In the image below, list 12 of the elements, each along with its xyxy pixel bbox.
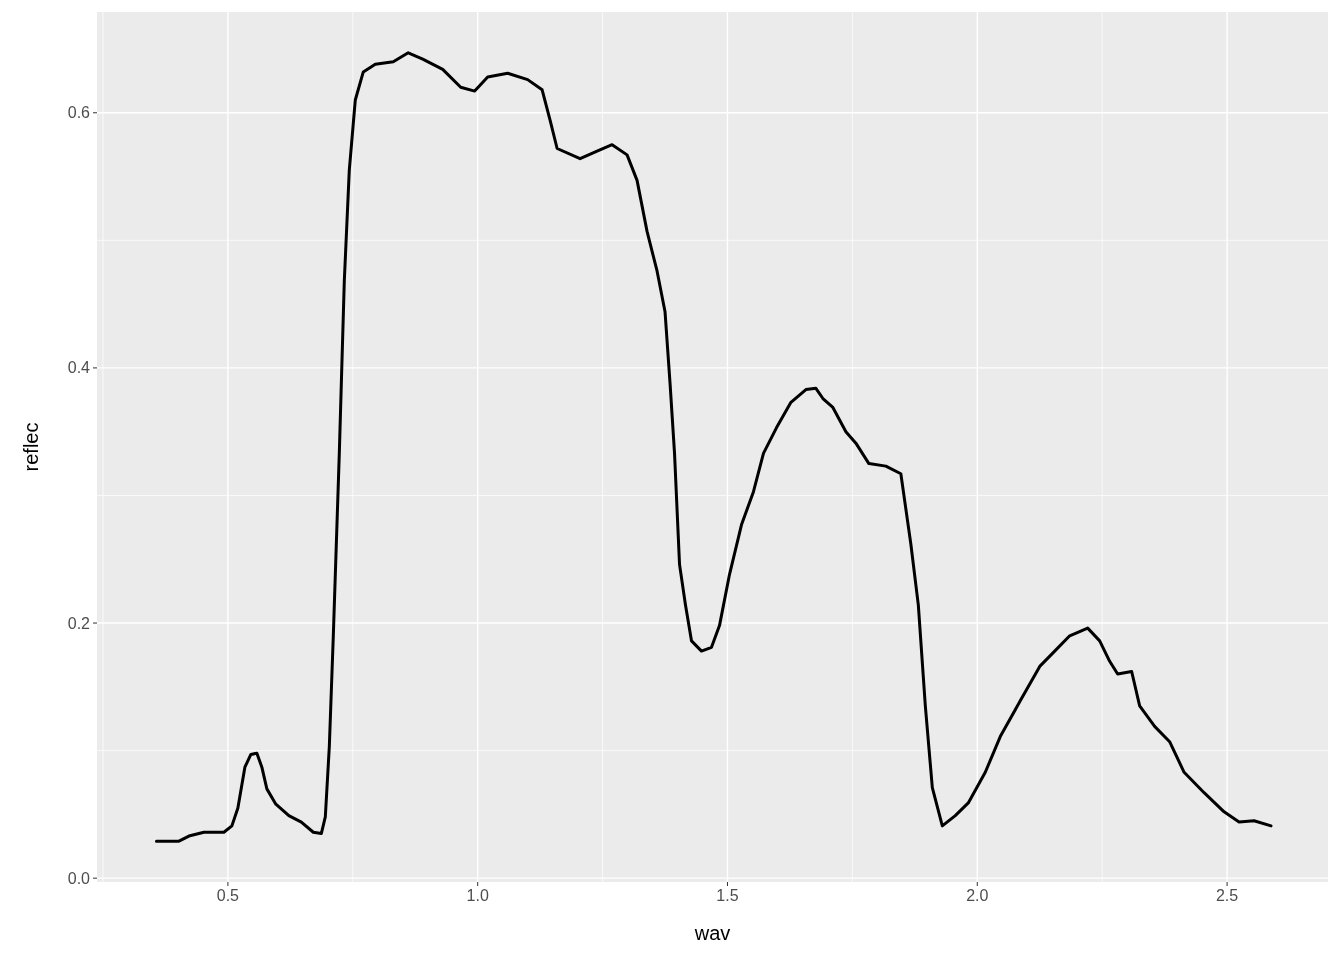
y-axis-title: reflec <box>20 422 42 472</box>
x-axis-title: wav <box>693 922 731 944</box>
line-series <box>154 51 1273 843</box>
y-tick-label: 0.4 <box>67 359 91 377</box>
y-tick-label: 0.2 <box>67 614 91 632</box>
x-tick-label: 1.0 <box>466 887 489 904</box>
x-tick-label: 2.0 <box>966 887 989 904</box>
x-tick-label: 1.5 <box>716 887 739 904</box>
y-tick-label: 0.6 <box>67 104 91 122</box>
y-tick-label: 0.0 <box>67 869 91 887</box>
x-tick-label: 2.5 <box>1215 887 1239 904</box>
x-tick-label: 0.5 <box>216 887 240 904</box>
